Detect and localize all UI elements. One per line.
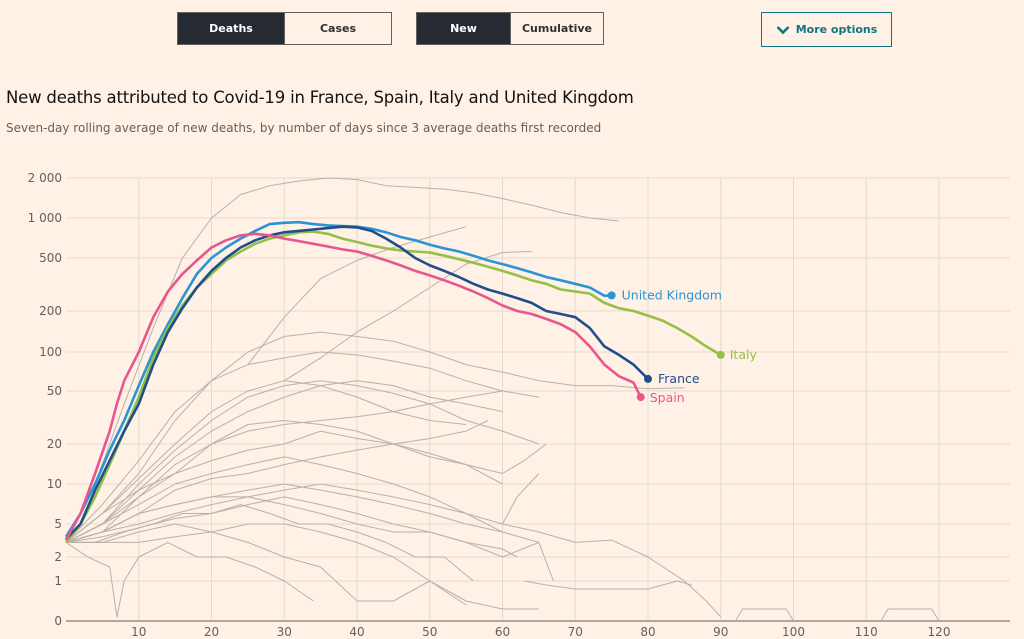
- y-tick-label: 100: [39, 345, 62, 359]
- other-country-line: [502, 523, 722, 618]
- other-country-line: [734, 608, 794, 622]
- mode-toggle: New Cumulative: [416, 12, 604, 45]
- france-line: [65, 225, 649, 540]
- cumulative-button[interactable]: Cumulative: [510, 13, 603, 44]
- x-axis: 10 20 30 40 50 60 70 80 90 100 110 120: [66, 620, 1010, 639]
- other-country-line: [65, 496, 554, 582]
- other-country-line: [65, 473, 540, 543]
- x-tick-label: 40: [349, 625, 364, 639]
- y-tick-label: 500: [39, 251, 62, 265]
- other-country-line: [65, 420, 547, 543]
- y-tick-label: 1 000: [28, 211, 62, 225]
- chevron-down-icon: [776, 25, 790, 34]
- other-country-line: [65, 456, 540, 543]
- series-labels: United Kingdom Italy France Spain: [607, 287, 758, 405]
- other-country-line: [880, 608, 940, 622]
- other-country-line: [524, 580, 692, 590]
- france-end-marker: [644, 374, 652, 383]
- x-tick-label: 110: [855, 625, 878, 639]
- x-tick-label: 60: [495, 625, 510, 639]
- spain-line: [64, 232, 642, 541]
- other-country-line: [65, 496, 518, 558]
- chart-subtitle: Seven-day rolling average of new deaths,…: [6, 121, 602, 135]
- chart-title: New deaths attributed to Covid-19 in Fra…: [6, 88, 634, 107]
- other-country-line: [65, 331, 685, 543]
- x-tick-label: 80: [640, 625, 655, 639]
- italy-end-marker: [716, 350, 725, 359]
- spain-end-marker: [636, 393, 645, 402]
- other-country-line: [65, 541, 314, 618]
- gridlines: [66, 177, 1010, 621]
- x-tick-label: 100: [782, 625, 805, 639]
- x-tick-label: 120: [928, 625, 951, 639]
- united-kingdom-end-marker: [607, 291, 616, 300]
- y-tick-label: 50: [47, 384, 62, 398]
- y-tick-label: 10: [47, 477, 62, 491]
- other-country-line: [66, 523, 539, 610]
- y-tick-label: 0: [54, 614, 62, 628]
- x-tick-label: 50: [422, 625, 437, 639]
- other-country-line: [284, 251, 532, 382]
- metric-toggle: Deaths Cases: [177, 12, 392, 45]
- more-options-label: More options: [795, 23, 878, 36]
- y-tick-label: 1: [54, 574, 62, 588]
- x-tick-label: 70: [568, 625, 583, 639]
- y-tick-label: 200: [39, 304, 62, 318]
- other-countries-lines: [65, 177, 940, 622]
- more-options-button[interactable]: More options: [761, 12, 892, 47]
- other-country-line: [65, 380, 503, 543]
- x-tick-label: 30: [277, 625, 292, 639]
- other-country-line: [247, 226, 467, 365]
- other-country-line: [65, 380, 467, 543]
- other-country-line: [65, 177, 619, 543]
- other-country-line: [65, 351, 539, 543]
- y-tick-label: 5: [54, 517, 62, 531]
- italy-line: [64, 230, 722, 544]
- other-country-line: [66, 523, 467, 606]
- spain-label: Spain: [650, 390, 685, 405]
- cases-button[interactable]: Cases: [284, 13, 391, 44]
- x-tick-label: 20: [204, 625, 219, 639]
- united-kingdom-label: United Kingdom: [622, 287, 722, 302]
- x-tick-label: 90: [713, 625, 728, 639]
- highlighted-country-lines: [64, 220, 722, 544]
- x-tick-label: 10: [131, 625, 146, 639]
- y-tick-label: 2 000: [28, 171, 62, 185]
- deaths-button[interactable]: Deaths: [178, 13, 284, 44]
- y-tick-label: 20: [47, 437, 62, 451]
- france-label: France: [658, 371, 700, 386]
- italy-label: Italy: [730, 347, 758, 362]
- new-button[interactable]: New: [417, 13, 510, 44]
- y-tick-label: 2: [54, 550, 62, 564]
